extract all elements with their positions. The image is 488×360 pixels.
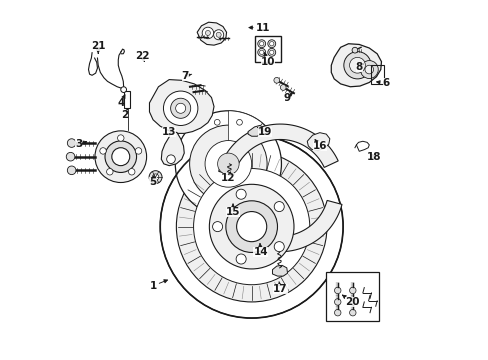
Circle shape <box>128 168 135 175</box>
Text: 11: 11 <box>248 23 270 33</box>
Circle shape <box>267 40 275 48</box>
Circle shape <box>274 202 284 212</box>
Text: 7: 7 <box>181 71 191 81</box>
Circle shape <box>121 87 126 93</box>
Text: 16: 16 <box>312 140 326 151</box>
Circle shape <box>364 65 373 74</box>
Circle shape <box>166 155 175 163</box>
Circle shape <box>274 242 284 252</box>
Circle shape <box>106 168 113 175</box>
Circle shape <box>67 166 76 175</box>
Circle shape <box>204 140 251 187</box>
Circle shape <box>257 48 265 56</box>
Polygon shape <box>161 131 184 166</box>
Circle shape <box>66 152 75 161</box>
Circle shape <box>257 40 265 48</box>
Text: 13: 13 <box>162 127 176 136</box>
Circle shape <box>217 153 239 175</box>
Circle shape <box>95 131 146 183</box>
Circle shape <box>236 189 245 199</box>
Bar <box>254 36 281 62</box>
Polygon shape <box>218 124 338 175</box>
Polygon shape <box>330 44 381 87</box>
Circle shape <box>193 168 309 285</box>
Circle shape <box>175 103 185 113</box>
Circle shape <box>176 151 326 302</box>
Circle shape <box>267 48 275 56</box>
Circle shape <box>349 287 355 294</box>
Circle shape <box>135 148 142 154</box>
Text: 14: 14 <box>253 244 267 257</box>
Circle shape <box>216 32 221 37</box>
Circle shape <box>205 31 210 36</box>
Circle shape <box>175 111 281 217</box>
Wedge shape <box>228 111 262 164</box>
Circle shape <box>269 50 273 54</box>
Circle shape <box>163 91 198 126</box>
Circle shape <box>213 30 223 40</box>
Polygon shape <box>272 265 287 276</box>
Circle shape <box>149 171 162 184</box>
Text: 5: 5 <box>149 176 156 187</box>
Circle shape <box>209 184 293 269</box>
Circle shape <box>212 222 222 231</box>
Text: 3: 3 <box>75 139 86 149</box>
Bar <box>123 91 130 108</box>
Text: 17: 17 <box>272 282 287 294</box>
Text: 20: 20 <box>342 295 359 307</box>
Text: 9: 9 <box>283 93 292 103</box>
Circle shape <box>236 120 242 125</box>
Circle shape <box>273 77 279 83</box>
Text: 21: 21 <box>91 41 105 53</box>
Text: 19: 19 <box>257 127 272 136</box>
Circle shape <box>334 287 340 294</box>
Text: 4: 4 <box>117 95 125 108</box>
Circle shape <box>349 57 365 73</box>
Circle shape <box>349 310 355 316</box>
Polygon shape <box>218 201 341 252</box>
Text: 2: 2 <box>121 109 128 121</box>
Circle shape <box>259 50 264 54</box>
Text: 22: 22 <box>135 51 149 62</box>
Text: 1: 1 <box>149 280 167 291</box>
Text: 10: 10 <box>260 53 274 67</box>
Text: 18: 18 <box>366 152 381 162</box>
Text: 15: 15 <box>225 204 240 217</box>
Text: 8: 8 <box>355 62 362 72</box>
Circle shape <box>152 174 159 180</box>
Circle shape <box>236 212 266 242</box>
Circle shape <box>202 27 213 39</box>
Circle shape <box>117 135 124 141</box>
Circle shape <box>259 41 264 46</box>
Text: 12: 12 <box>221 172 235 183</box>
Circle shape <box>67 139 76 147</box>
Polygon shape <box>247 126 264 136</box>
Circle shape <box>343 51 370 79</box>
Polygon shape <box>149 80 214 134</box>
Polygon shape <box>197 22 226 45</box>
Circle shape <box>170 98 190 118</box>
Bar <box>370 65 384 84</box>
Circle shape <box>225 201 277 252</box>
Circle shape <box>236 254 245 264</box>
Circle shape <box>334 299 340 305</box>
Circle shape <box>105 141 136 172</box>
Circle shape <box>351 47 357 53</box>
Circle shape <box>189 125 266 203</box>
Polygon shape <box>306 133 329 150</box>
Circle shape <box>214 120 220 125</box>
Circle shape <box>360 60 378 78</box>
Circle shape <box>100 148 106 154</box>
Circle shape <box>334 310 340 316</box>
Circle shape <box>280 85 285 90</box>
Circle shape <box>112 148 129 166</box>
Text: 6: 6 <box>376 78 389 88</box>
Bar <box>325 272 379 320</box>
Circle shape <box>349 299 355 305</box>
Circle shape <box>160 135 343 318</box>
Circle shape <box>269 41 273 46</box>
